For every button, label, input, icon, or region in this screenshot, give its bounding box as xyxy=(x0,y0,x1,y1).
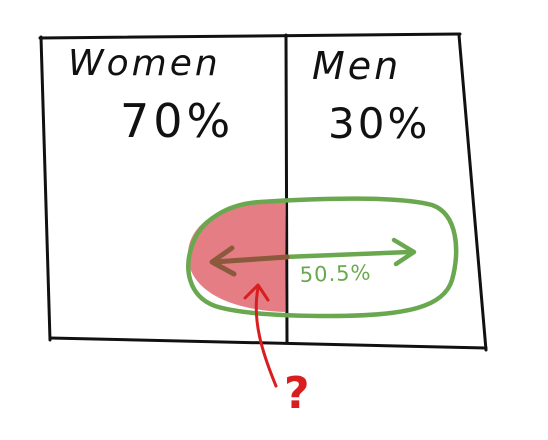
question-arrow-shaft xyxy=(254,286,278,388)
question-arrow-head xyxy=(243,283,270,302)
brown-arrow-head xyxy=(209,245,237,277)
brown-arrow-shaft xyxy=(211,254,290,265)
green-arrow-head xyxy=(391,237,417,267)
question-mark: ? xyxy=(284,368,310,419)
frame-left-line xyxy=(39,35,52,342)
question-arrow xyxy=(243,283,278,388)
women-percent: 70% xyxy=(120,94,234,148)
green-arrow xyxy=(281,237,417,267)
divider-line xyxy=(284,33,289,345)
frame-bottom-line xyxy=(48,336,488,350)
overlap-percent-label: 50.5% xyxy=(299,261,372,287)
women-label: Women xyxy=(68,43,221,84)
green-arrow-shaft xyxy=(281,249,413,260)
red-overlap-region xyxy=(187,200,286,312)
green-pill-outline xyxy=(186,196,459,319)
men-label: Men xyxy=(312,44,401,88)
brown-arrow xyxy=(209,245,290,277)
frame-right-line xyxy=(457,33,488,352)
table-frame xyxy=(38,32,488,352)
men-percent: 30% xyxy=(328,99,430,148)
frame-top-line xyxy=(38,32,462,40)
